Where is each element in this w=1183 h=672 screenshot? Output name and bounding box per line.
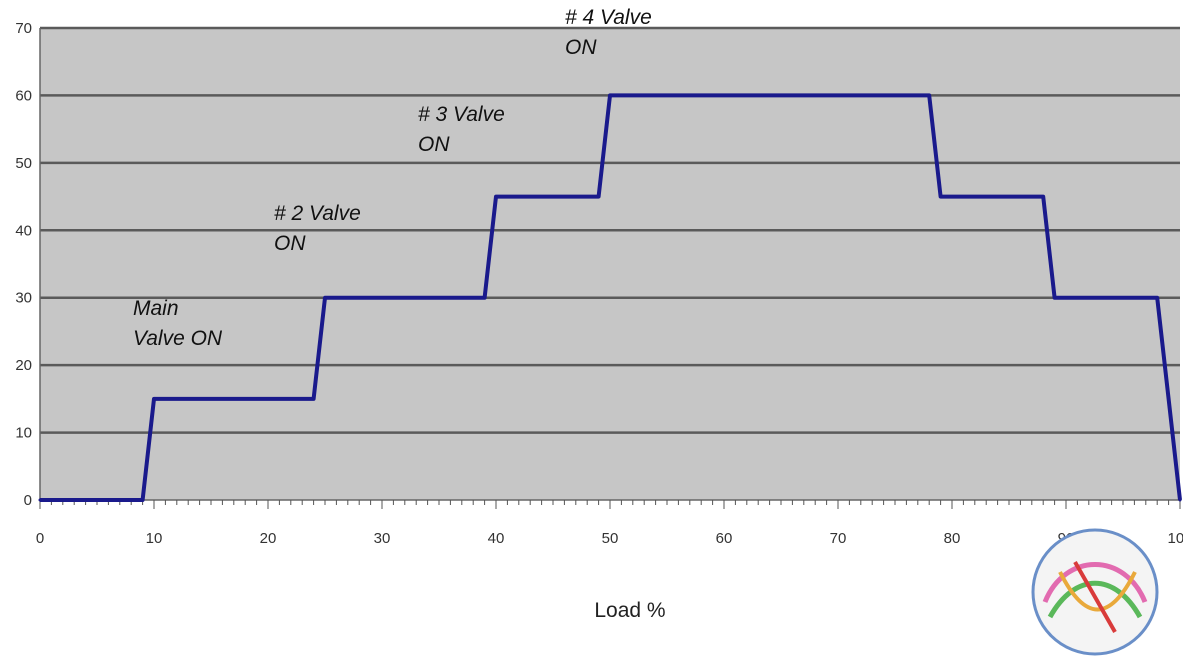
data-point xyxy=(323,296,327,300)
data-point xyxy=(939,195,943,199)
y-tick-labels: 0 10 20 30 40 50 60 70 xyxy=(15,20,32,509)
annotation-line: ON xyxy=(418,133,450,156)
annotation-label: # 4 Valve ON xyxy=(565,6,652,59)
annotation-line: # 3 Valve xyxy=(418,103,505,126)
tick-marks xyxy=(39,28,1181,509)
x-tick-labels: 0102030405060708090100 xyxy=(36,530,1183,547)
y-tick-label: 60 xyxy=(15,87,32,104)
annotation-label: # 2 Valve ON xyxy=(274,202,361,255)
x-tick-label: 100 xyxy=(1167,530,1183,547)
data-point xyxy=(1041,195,1045,199)
data-point xyxy=(1178,498,1182,502)
x-tick-label: 0 xyxy=(36,530,44,547)
x-tick-label: 10 xyxy=(146,530,163,547)
x-tick-label: 50 xyxy=(602,530,619,547)
watermark-logo xyxy=(1031,528,1159,656)
annotation-label: # 3 Valve ON xyxy=(418,103,505,156)
annotation-line: Main xyxy=(133,297,179,320)
data-point xyxy=(483,296,487,300)
data-point xyxy=(494,195,498,199)
x-tick-label: 20 xyxy=(260,530,277,547)
x-tick-label: 80 xyxy=(944,530,961,547)
x-axis-title: Load % xyxy=(594,599,665,622)
y-tick-label: 0 xyxy=(24,492,32,509)
data-point xyxy=(312,397,316,401)
data-point xyxy=(608,93,612,97)
annotation-line: Valve ON xyxy=(133,327,223,350)
annotation-line: ON xyxy=(565,36,597,59)
y-tick-label: 30 xyxy=(15,290,32,307)
x-tick-label: 40 xyxy=(488,530,505,547)
x-tick-label: 70 xyxy=(830,530,847,547)
annotations: # 4 Valve ON # 3 Valve ON # 2 Valve ON Main Val… xyxy=(133,6,652,350)
data-point xyxy=(597,195,601,199)
data-point xyxy=(152,397,156,401)
x-tick-label: 60 xyxy=(716,530,733,547)
y-tick-label: 20 xyxy=(15,357,32,374)
annotation-line: ON xyxy=(274,232,306,255)
annotation-line: # 4 Valve xyxy=(565,6,652,29)
y-tick-label: 70 xyxy=(15,20,32,37)
data-point xyxy=(38,498,42,502)
data-point xyxy=(927,93,931,97)
series-points xyxy=(38,93,1182,502)
y-tick-label: 50 xyxy=(15,155,32,172)
annotation-line: # 2 Valve xyxy=(274,202,361,225)
data-point xyxy=(1053,296,1057,300)
y-tick-label: 10 xyxy=(15,425,32,442)
y-tick-label: 40 xyxy=(15,222,32,239)
x-tick-label: 30 xyxy=(374,530,391,547)
data-point xyxy=(1155,296,1159,300)
annotation-label: Main Valve ON xyxy=(133,297,223,350)
data-point xyxy=(141,498,145,502)
